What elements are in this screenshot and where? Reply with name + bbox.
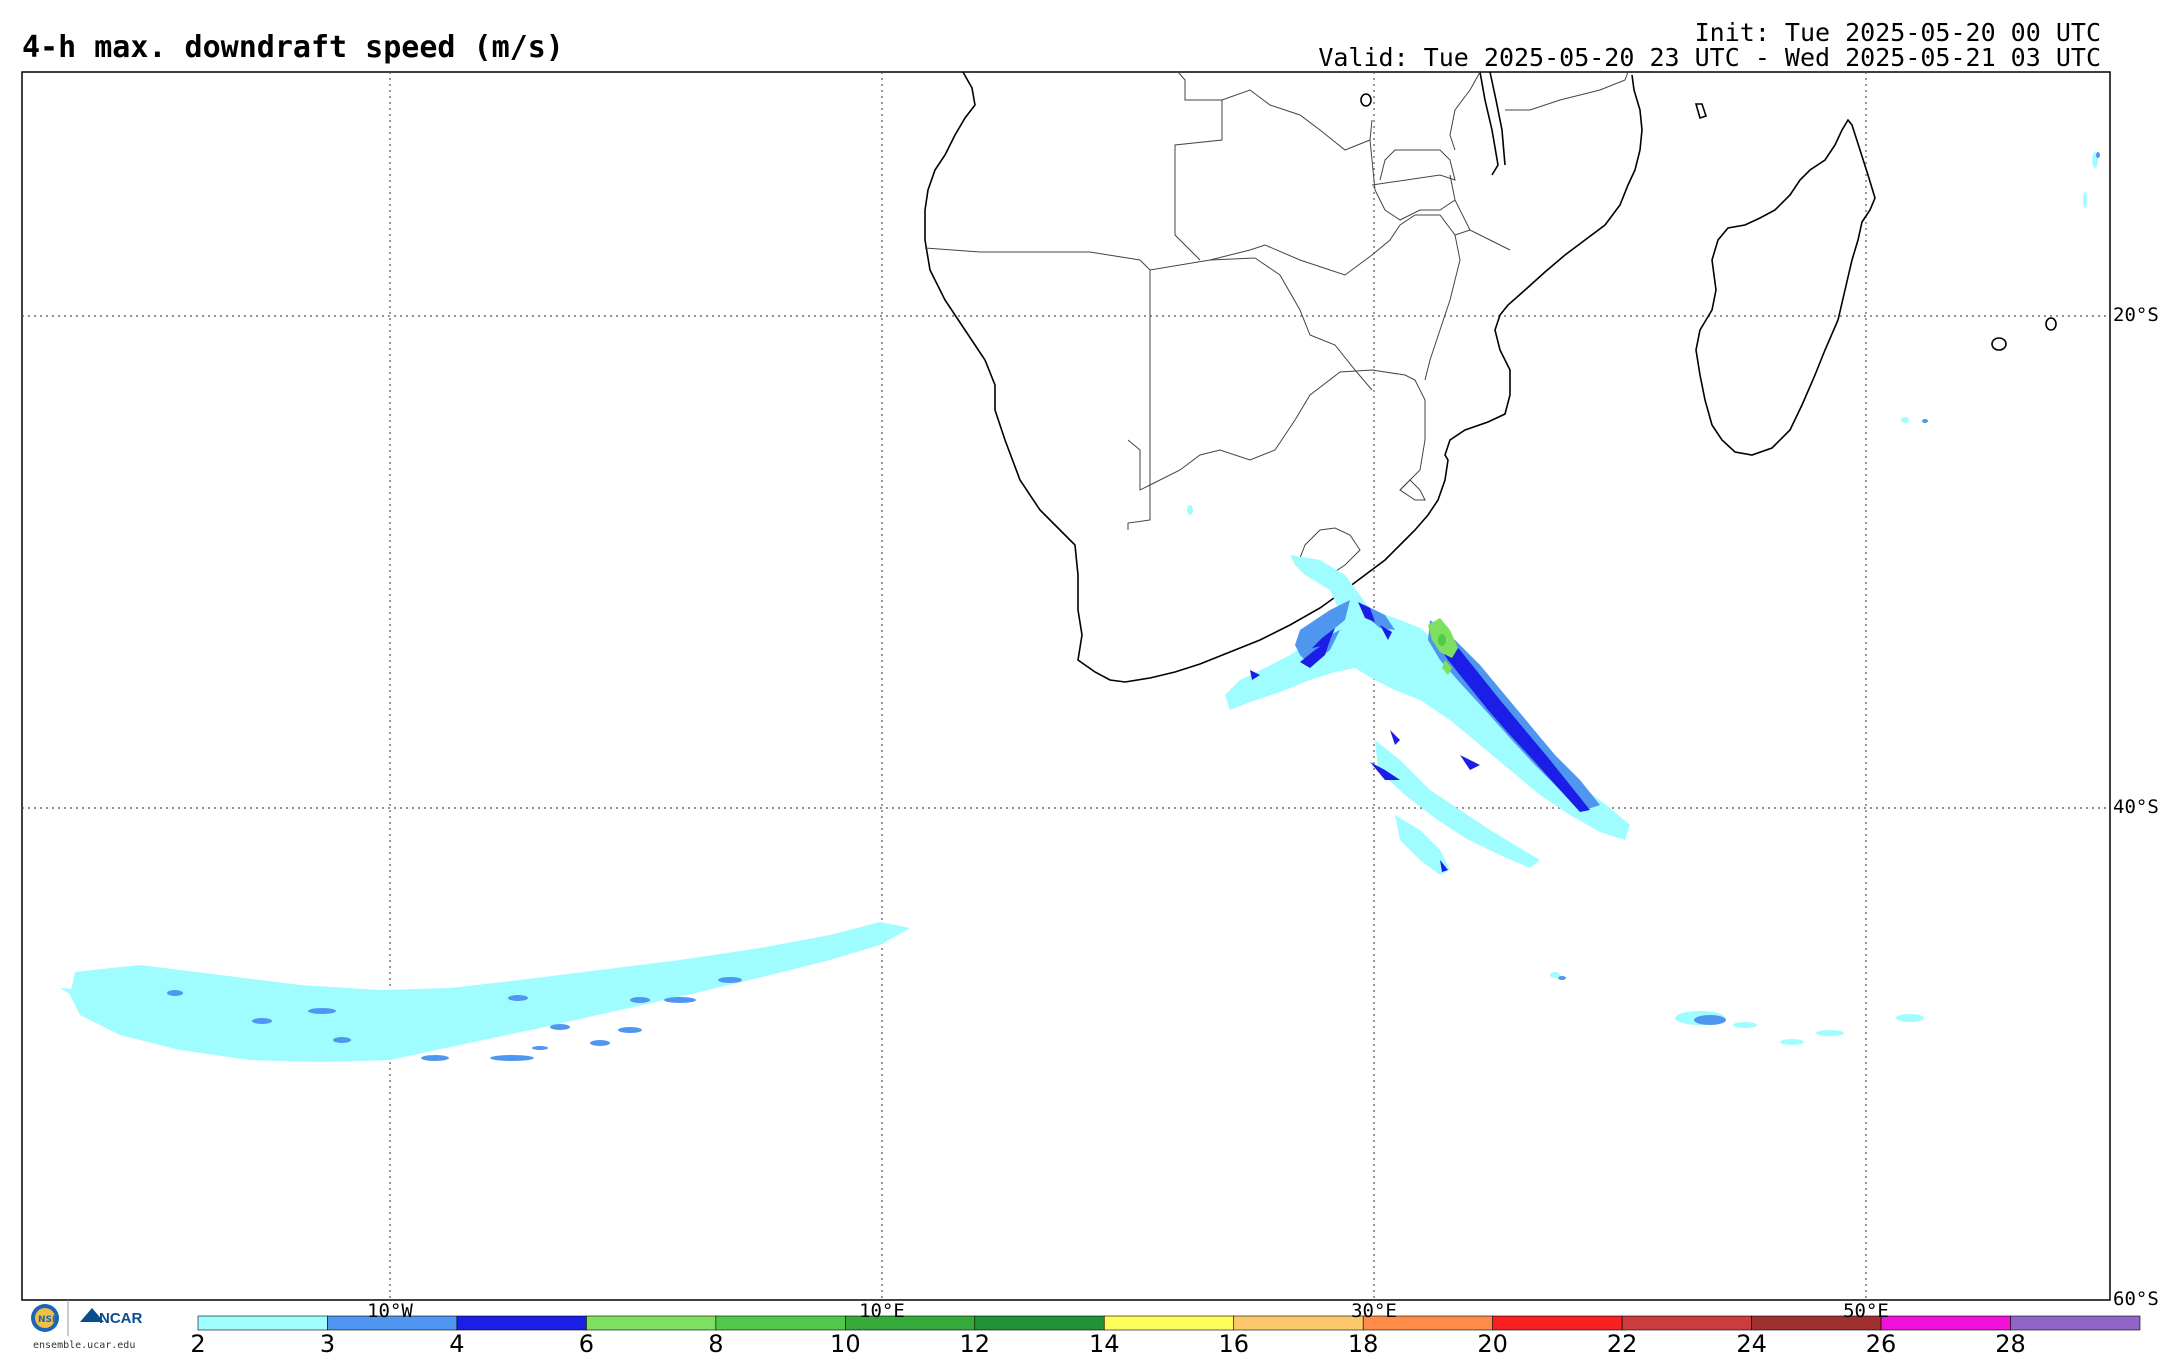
colorbar-swatch [456, 1315, 587, 1331]
colorbar-tick-label: 26 [1865, 1330, 1897, 1358]
colorbar-swatch [715, 1315, 846, 1331]
colorbar-tick-label: 14 [1088, 1330, 1120, 1358]
lon-label-50e: 50°E [1843, 1300, 1889, 1322]
colorbar-tick-label: 16 [1218, 1330, 1249, 1358]
ncar-wordmark: NCAR [99, 1310, 143, 1327]
coastlines [924, 71, 2057, 683]
lat-label-20s: 20°S [2113, 304, 2159, 326]
colorbar-swatch [1621, 1315, 1752, 1331]
colorbar-swatch [1492, 1315, 1623, 1331]
svg-text:NSF: NSF [38, 1315, 58, 1325]
lon-label-30e: 30°E [1351, 1300, 1397, 1322]
colorbar-tick-label: 28 [1995, 1330, 2026, 1358]
lon-label-10w: 10°W [367, 1300, 413, 1322]
downdraft-field [60, 152, 2100, 1062]
lon-label-10e: 10°E [859, 1300, 905, 1322]
colorbar-tick-label: 10 [830, 1330, 861, 1358]
site-url: ensemble.ucar.edu [33, 1340, 136, 1351]
colorbar-swatch [1880, 1315, 2011, 1331]
colorbar [197, 1315, 2141, 1331]
colorbar-swatch [2010, 1315, 2141, 1331]
colorbar-swatch [586, 1315, 717, 1331]
colorbar-swatch [974, 1315, 1105, 1331]
nsf-logo: NSF [31, 1304, 59, 1332]
graticule [22, 72, 2110, 1300]
valid-time: Valid: Tue 2025-05-20 23 UTC - Wed 2025-… [1318, 43, 2101, 72]
colorbar-tick-label: 3 [319, 1330, 336, 1358]
colorbar-tick-label: 12 [959, 1330, 991, 1358]
colorbar-tick-label: 6 [578, 1330, 595, 1358]
colorbar-swatch [197, 1315, 328, 1331]
map-title: 4-h max. downdraft speed (m/s) [22, 30, 564, 65]
ncar-logo [80, 1308, 104, 1322]
colorbar-swatch [1103, 1315, 1235, 1331]
colorbar-swatch [1233, 1315, 1364, 1331]
map-frame [21, 71, 2111, 1301]
country-borders [924, 71, 1629, 579]
colorbar-tick-label: 4 [449, 1330, 465, 1358]
colorbar-tick-label: 8 [708, 1330, 724, 1358]
colorbar-tick-label: 22 [1606, 1330, 1638, 1358]
lat-label-40s: 40°S [2113, 796, 2159, 818]
lat-label-60s: 60°S [2113, 1288, 2159, 1310]
colorbar-tick-label: 24 [1736, 1330, 1767, 1358]
colorbar-tick-label: 20 [1477, 1330, 1508, 1358]
colorbar-tick-label: 18 [1347, 1330, 1379, 1358]
init-time: Init: Tue 2025-05-20 00 UTC [1694, 18, 2101, 47]
colorbar-tick-label: 2 [190, 1330, 206, 1358]
